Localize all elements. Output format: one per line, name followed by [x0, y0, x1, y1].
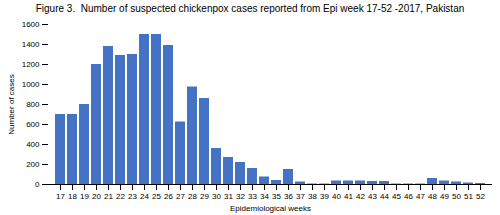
- svg-text:50: 50: [452, 192, 461, 201]
- svg-text:1000: 1000: [22, 80, 40, 89]
- svg-text:49: 49: [440, 192, 449, 201]
- svg-text:41: 41: [344, 192, 353, 201]
- svg-text:45: 45: [392, 192, 401, 201]
- svg-text:31: 31: [224, 192, 233, 201]
- svg-text:47: 47: [416, 192, 425, 201]
- svg-text:52: 52: [476, 192, 485, 201]
- svg-text:600: 600: [26, 120, 40, 129]
- svg-text:25: 25: [152, 192, 161, 201]
- svg-text:36: 36: [284, 192, 293, 201]
- svg-text:18: 18: [68, 192, 77, 201]
- svg-text:19: 19: [80, 192, 89, 201]
- svg-text:40: 40: [332, 192, 341, 201]
- svg-text:Epidemiological weeks: Epidemiological weeks: [230, 204, 311, 213]
- svg-text:26: 26: [164, 192, 173, 201]
- svg-text:34: 34: [260, 192, 269, 201]
- svg-text:35: 35: [272, 192, 281, 201]
- svg-text:46: 46: [404, 192, 413, 201]
- svg-text:29: 29: [200, 192, 209, 201]
- svg-text:0: 0: [35, 180, 40, 189]
- svg-text:1600: 1600: [22, 20, 40, 29]
- svg-text:27: 27: [176, 192, 185, 201]
- svg-text:22: 22: [116, 192, 125, 201]
- svg-text:24: 24: [140, 192, 149, 201]
- html-text:Figure 3. Number of suspected: Figure 3. Number of suspected chickenpox…: [35, 3, 465, 14]
- svg-text:51: 51: [464, 192, 473, 201]
- svg-text:Number of cases: Number of cases: [7, 74, 16, 134]
- svg-text:42: 42: [356, 192, 365, 201]
- svg-text:44: 44: [380, 192, 389, 201]
- svg-text:21: 21: [104, 192, 113, 201]
- svg-text:37: 37: [296, 192, 305, 201]
- svg-text:1200: 1200: [22, 60, 40, 69]
- svg-text:800: 800: [26, 100, 40, 109]
- svg-text:48: 48: [428, 192, 437, 201]
- svg-text:43: 43: [368, 192, 377, 201]
- svg-text:33: 33: [248, 192, 257, 201]
- svg-text:28: 28: [188, 192, 197, 201]
- svg-text:38: 38: [308, 192, 317, 201]
- svg-text:30: 30: [212, 192, 221, 201]
- svg-text:32: 32: [236, 192, 245, 201]
- svg-text:200: 200: [26, 160, 40, 169]
- svg-text:400: 400: [26, 140, 40, 149]
- svg-text:1400: 1400: [22, 40, 40, 49]
- svg-text:17: 17: [56, 192, 65, 201]
- svg-text:39: 39: [320, 192, 329, 201]
- svg-text:20: 20: [92, 192, 101, 201]
- svg-text:23: 23: [128, 192, 137, 201]
